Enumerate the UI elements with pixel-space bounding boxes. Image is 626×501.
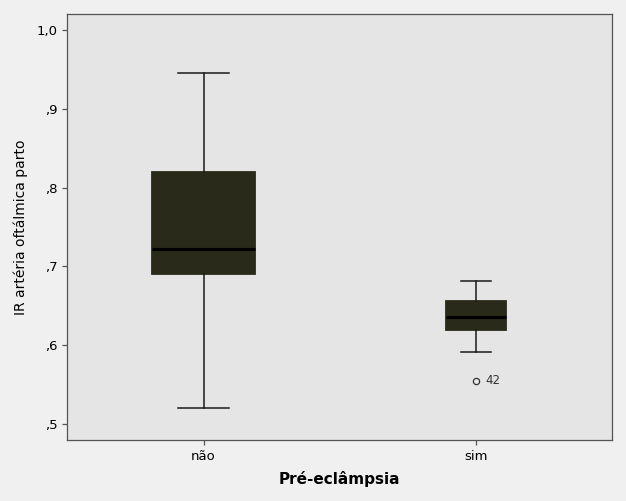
Text: 42: 42 [486,374,500,387]
Y-axis label: IR artéria oftálmica parto: IR artéria oftálmica parto [14,139,28,315]
PathPatch shape [152,172,255,275]
X-axis label: Pré-eclâmpsia: Pré-eclâmpsia [279,471,401,487]
PathPatch shape [446,301,506,330]
